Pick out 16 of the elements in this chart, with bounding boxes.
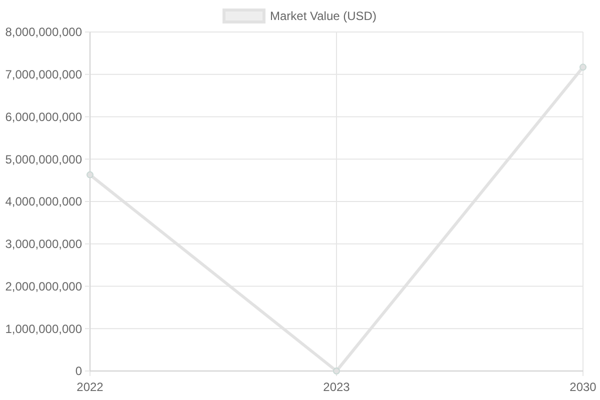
y-tick-label: 8,000,000,000 (5, 25, 82, 40)
x-tick-label: 2030 (570, 380, 597, 394)
y-tick-label: 5,000,000,000 (5, 152, 82, 166)
y-tick-label: 2,000,000,000 (5, 279, 82, 294)
y-tick-label: 1,000,000,000 (5, 322, 82, 336)
point (86, 171, 94, 178)
y-tick-label: 4,000,000,000 (5, 194, 82, 209)
y-tick-label: 0 (75, 364, 82, 378)
point (580, 64, 586, 71)
y-tick-label: 7,000,000,000 (5, 68, 82, 82)
x-tick-label: 2023 (323, 380, 350, 394)
x-tick-label: 2022 (76, 380, 104, 394)
y-tick-label: 3,000,000,000 (5, 237, 82, 252)
legend-label: Market Value (USD) (270, 9, 376, 24)
point (333, 368, 340, 374)
y-tick-label: 6,000,000,000 (5, 110, 82, 124)
